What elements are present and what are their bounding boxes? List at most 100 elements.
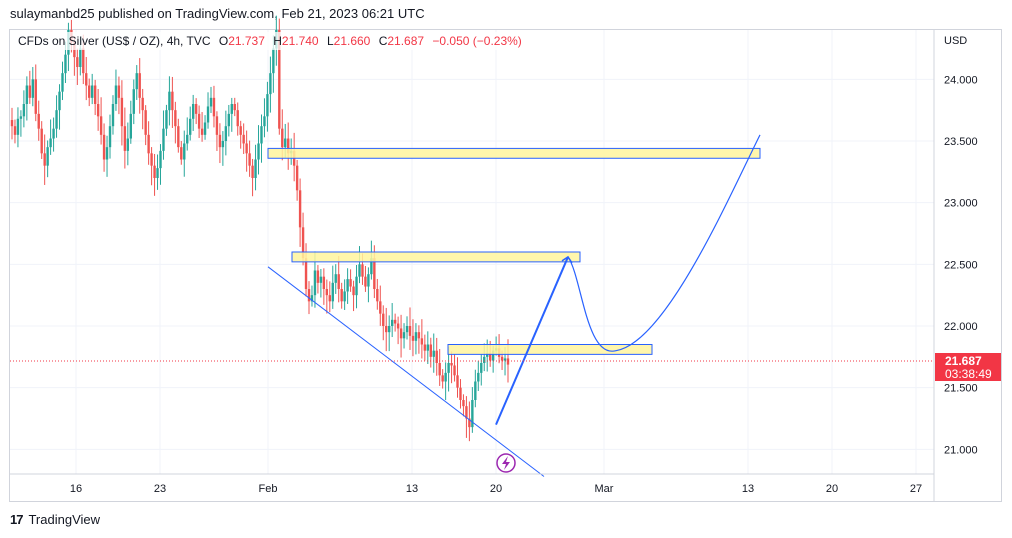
candle-body (405, 326, 409, 333)
candle-body (111, 104, 115, 127)
candle-body (477, 372, 480, 382)
candle-body (13, 126, 17, 135)
candle-body (382, 313, 385, 326)
candle-body (328, 295, 331, 302)
candle-body (99, 116, 103, 135)
candle-body (132, 89, 135, 114)
price-zone-box[interactable] (267, 147, 761, 159)
candle-body (399, 328, 403, 339)
candle-body (441, 375, 444, 382)
candle-body (141, 97, 144, 111)
candle-body (25, 85, 29, 104)
x-tick-label: Mar (595, 483, 614, 495)
candle-body (334, 274, 337, 283)
candle-body (52, 128, 55, 139)
candle-body (96, 104, 100, 117)
candle-body (37, 113, 40, 129)
legend-open-label: O (219, 34, 228, 48)
candle-body (352, 286, 355, 296)
legend-low: 21.660 (334, 34, 371, 48)
candle-body (459, 387, 462, 400)
candle-body (506, 358, 510, 365)
candle-body (438, 363, 441, 376)
candle-body (171, 91, 174, 111)
candle-body (138, 73, 141, 98)
candle-body (206, 106, 210, 123)
x-tick-label: 20 (826, 483, 838, 495)
y-tick-label: 21.500 (944, 383, 978, 395)
candle-body (355, 276, 358, 296)
legend-change: −0.050 (−0.23%) (432, 34, 521, 48)
last-price-value: 21.687 (945, 354, 982, 368)
x-tick-label: 16 (70, 483, 82, 495)
candle-body (102, 134, 106, 160)
candle-body (40, 128, 43, 154)
candle-body (349, 279, 352, 287)
candle-body (269, 73, 272, 95)
candle-body (34, 79, 37, 114)
x-axis: 16 23 Feb 13 20 Mar 13 20 27 (70, 483, 922, 495)
candle-body (361, 264, 364, 277)
candle-body (209, 97, 213, 107)
candle-body (200, 128, 204, 135)
candle-body (316, 270, 320, 283)
candle-body (174, 110, 177, 127)
candle-body (85, 73, 88, 86)
candle-body (186, 134, 189, 144)
candle-body (426, 344, 430, 351)
x-tick-label: 27 (910, 483, 922, 495)
candle-body (456, 375, 459, 388)
candle-body (203, 122, 207, 135)
candle-body (379, 301, 382, 314)
legend-low-label: L (327, 34, 334, 48)
candle-body (183, 143, 186, 160)
candle-body (55, 110, 58, 129)
candle-body (257, 143, 260, 160)
candle-body (387, 326, 391, 333)
dividend-event-icon[interactable] (496, 453, 516, 473)
candle-body (147, 134, 150, 154)
candle-body (120, 97, 124, 127)
candle-body (129, 113, 133, 139)
candle-body (429, 344, 432, 357)
candle-body (215, 116, 219, 135)
candles (10, 15, 510, 442)
candle-body (239, 126, 242, 135)
candle-body (295, 165, 299, 191)
legend: CFDs on Silver (US$ / OZ), 4h, TVC O21.7… (14, 32, 522, 50)
candle-body (233, 104, 236, 111)
candle-body (79, 48, 82, 67)
candle-body (28, 85, 32, 98)
price-zone-box[interactable] (447, 344, 653, 355)
x-tick-label: 13 (742, 483, 754, 495)
candle-body (301, 227, 305, 259)
candle-body (284, 138, 287, 148)
candle-body (263, 116, 266, 127)
trend-line[interactable] (267, 266, 545, 477)
candle-body (370, 258, 373, 275)
candle-body (10, 120, 14, 127)
candle-body (105, 147, 109, 160)
last-price-countdown: 03:38:49 (945, 367, 992, 381)
candle-body (150, 153, 153, 166)
footer-brand[interactable]: TradingView (28, 512, 101, 527)
candle-body (230, 104, 233, 114)
candle-body (61, 73, 64, 92)
legend-close-label: C (379, 34, 388, 48)
projection-arrow-leg[interactable] (495, 256, 569, 426)
projection-curve[interactable] (567, 134, 761, 352)
tradingview-logo-icon[interactable]: 17 (10, 512, 24, 527)
legend-high: 21.740 (282, 34, 319, 48)
candle-body (108, 126, 112, 148)
price-zone-box[interactable] (291, 251, 581, 263)
x-tick-label: 20 (490, 483, 502, 495)
candle-body (117, 85, 121, 98)
y-tick-label: 23.000 (944, 198, 978, 210)
candle-body (488, 353, 492, 361)
candle-body (408, 326, 412, 336)
candle-body (358, 264, 361, 277)
y-tick-label: 24.000 (944, 74, 978, 86)
candle-body (319, 276, 323, 283)
candle-body (165, 110, 168, 129)
